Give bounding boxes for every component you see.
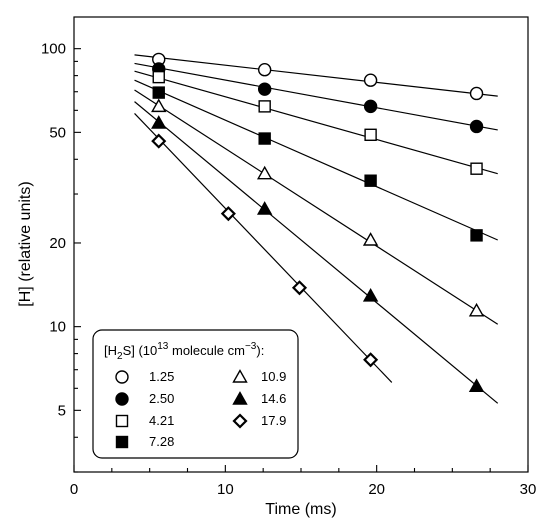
data-point-4.21 [470, 162, 483, 175]
legend-label: 14.6 [261, 391, 286, 406]
y-axis-title: [H] (relative units) [17, 181, 34, 306]
data-point-7.28 [258, 132, 271, 145]
x-tick-label: 0 [70, 481, 78, 498]
y-tick-label: 5 [58, 402, 66, 419]
data-point-4.21 [258, 100, 271, 113]
x-axis-title: Time (ms) [265, 501, 336, 518]
legend-marker-14.6 [232, 391, 248, 405]
data-point-10.9 [256, 165, 273, 180]
data-point-7.28 [470, 229, 483, 242]
legend-marker-1.25 [115, 370, 129, 384]
legend-title-subscript: 2 [117, 351, 123, 362]
legend-entries: 1.25 2.50 4.21 7.28 10.9 14.6 17.9 [115, 369, 286, 449]
data-point-2.50 [257, 82, 272, 96]
legend-marker-7.28 [115, 435, 129, 449]
legend-title-superscript-2: −3 [245, 341, 257, 352]
legend-label: 10.9 [261, 369, 286, 384]
fit-lines-layer [134, 54, 499, 404]
fit-line-14.6 [134, 101, 499, 404]
fit-line-1.25 [134, 54, 498, 97]
data-point-7.28 [152, 86, 165, 99]
data-point-14.6 [151, 115, 167, 129]
legend-marker-2.50 [115, 392, 129, 406]
data-point-14.6 [468, 378, 485, 393]
x-tick-label: 10 [217, 481, 234, 498]
data-point-2.50 [469, 119, 484, 134]
data-point-17.9 [151, 133, 167, 149]
y-tick-label: 20 [49, 235, 66, 252]
data-point-17.9 [291, 280, 308, 296]
data-point-10.9 [362, 232, 379, 246]
legend-marker-10.9 [232, 369, 248, 383]
data-point-1.25 [469, 86, 484, 101]
legend-label: 17.9 [261, 413, 286, 428]
fit-line-17.9 [134, 112, 393, 383]
legend-marker-17.9 [232, 413, 248, 429]
data-point-4.21 [364, 128, 377, 141]
y-tick-label: 50 [49, 124, 66, 141]
data-point-1.25 [363, 73, 378, 87]
y-tick-label: 10 [49, 319, 66, 336]
data-point-10.9 [151, 98, 167, 113]
legend-title-superscript: 13 [157, 341, 169, 352]
data-point-14.6 [256, 201, 273, 215]
data-point-7.28 [364, 174, 377, 187]
legend-label: 2.50 [149, 391, 174, 406]
data-point-1.25 [257, 63, 272, 77]
legend-marker-4.21 [115, 414, 129, 428]
legend-label: 1.25 [149, 369, 174, 384]
y-tick-label: 100 [41, 41, 66, 58]
fit-line-10.9 [134, 89, 499, 325]
data-point-17.9 [220, 206, 236, 222]
legend-box [92, 329, 299, 459]
legend-label: 7.28 [149, 434, 174, 449]
data-point-10.9 [468, 302, 485, 317]
data-point-4.21 [152, 70, 165, 84]
legend-label: 4.21 [149, 413, 174, 428]
data-points-layer [151, 52, 485, 393]
data-point-17.9 [363, 352, 379, 368]
data-point-2.50 [363, 99, 378, 114]
fit-line-2.50 [134, 62, 498, 131]
x-tick-label: 20 [368, 481, 385, 498]
fit-line-7.28 [134, 79, 498, 241]
data-point-14.6 [362, 287, 379, 302]
legend: [H2S] (1013 molecule cm−3): 1.25 2.50 4.21… [92, 329, 299, 459]
x-tick-label: 30 [520, 481, 537, 498]
fit-line-4.21 [134, 70, 498, 175]
ticks-layer [73, 48, 529, 473]
legend-title: [H2S] (1013 molecule cm−3): [104, 341, 264, 362]
tick-labels-layer: 0 10 20 30 5 10 20 50 100 [41, 41, 536, 498]
